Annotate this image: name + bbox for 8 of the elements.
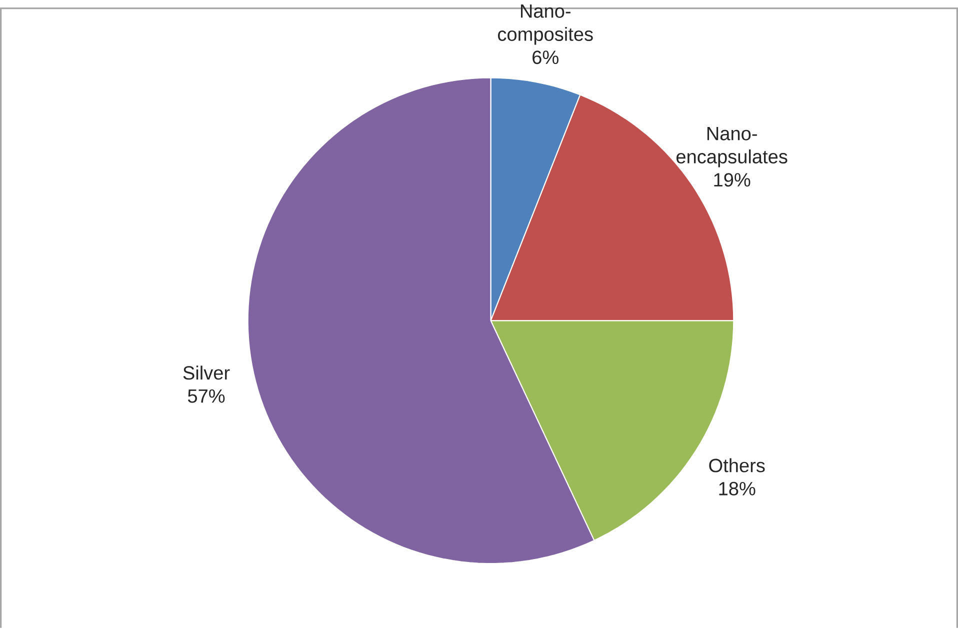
slice-label: Others [709, 458, 765, 472]
data-label: 6% [532, 50, 558, 64]
data-label: 19% [714, 173, 750, 187]
slice-label: Nano-composites [498, 4, 593, 45]
data-label: 57% [188, 390, 225, 403]
slice-label: Silver [183, 366, 230, 380]
data-label: 18% [719, 482, 756, 496]
slice-label: Nano-encapsulates [676, 127, 788, 168]
